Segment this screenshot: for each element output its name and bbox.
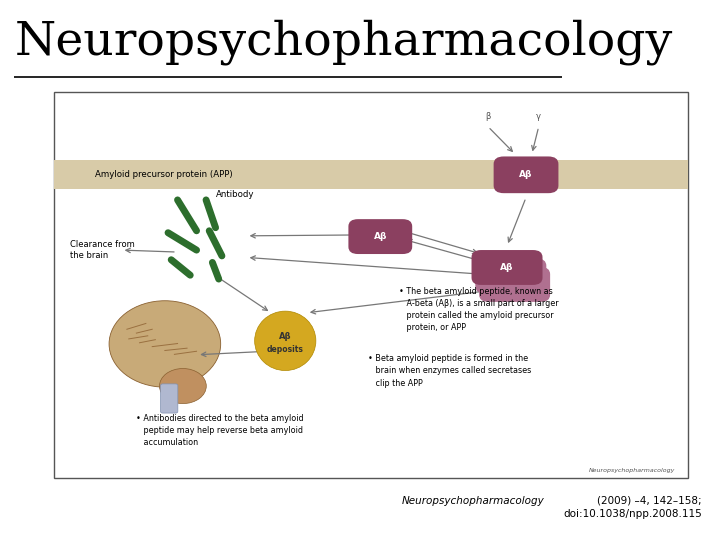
Text: doi:10.1038/npp.2008.115: doi:10.1038/npp.2008.115 (563, 509, 702, 519)
FancyBboxPatch shape (348, 219, 412, 254)
Text: Aβ: Aβ (374, 232, 387, 241)
Text: Amyloid precursor protein (APP): Amyloid precursor protein (APP) (95, 170, 233, 179)
FancyBboxPatch shape (494, 157, 559, 193)
Bar (54, 160, 688, 190)
Text: Aβ: Aβ (519, 170, 533, 179)
Text: • Antibodies directed to the beta amyloid
   peptide may help reverse beta amylo: • Antibodies directed to the beta amyloi… (136, 414, 304, 448)
Text: Clearance from
the brain: Clearance from the brain (70, 240, 135, 260)
Text: Neuropsychopharmacology: Neuropsychopharmacology (588, 468, 675, 472)
Text: Aβ: Aβ (500, 263, 513, 272)
Text: Neuropsychopharmacology: Neuropsychopharmacology (14, 19, 672, 65)
Text: β: β (485, 112, 491, 122)
Text: Neuropsychopharmacology: Neuropsychopharmacology (402, 496, 544, 505)
Text: • The beta amyloid peptide, known as
   A-beta (Aβ), is a small part of a larger: • The beta amyloid peptide, known as A-b… (400, 287, 559, 332)
Ellipse shape (109, 301, 220, 387)
Text: • Beta amyloid peptide is formed in the
   brain when enzymes called secretases
: • Beta amyloid peptide is formed in the … (368, 354, 531, 388)
FancyBboxPatch shape (479, 267, 550, 302)
Text: Aβ: Aβ (279, 332, 292, 341)
Text: deposits: deposits (267, 345, 304, 354)
Ellipse shape (255, 311, 316, 370)
Bar (54, 92, 688, 478)
Ellipse shape (160, 368, 207, 403)
Text: γ: γ (536, 112, 541, 122)
Text: (2009) –4, 142–158;: (2009) –4, 142–158; (598, 496, 702, 505)
FancyBboxPatch shape (472, 250, 543, 285)
FancyBboxPatch shape (475, 259, 546, 293)
FancyBboxPatch shape (161, 384, 178, 413)
Text: Antibody: Antibody (215, 190, 254, 199)
